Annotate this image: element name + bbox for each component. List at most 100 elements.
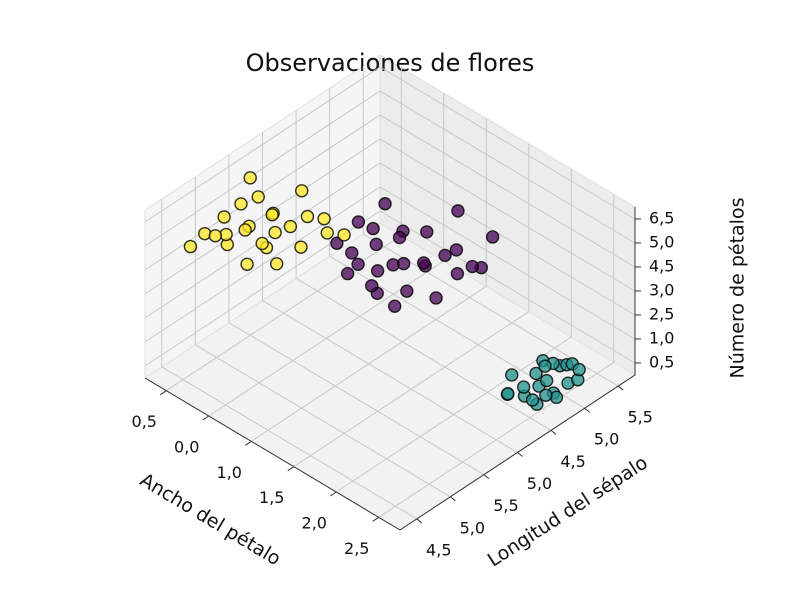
point xyxy=(330,236,344,250)
z-tick-label: 3,0 xyxy=(649,281,674,300)
y-axis-line xyxy=(399,374,636,531)
point xyxy=(370,264,385,278)
grid-line xyxy=(379,90,636,244)
tick-mark xyxy=(329,491,337,497)
point xyxy=(501,387,515,401)
point xyxy=(517,380,531,394)
point xyxy=(217,210,231,224)
x-axis-label: Ancho del pétalo xyxy=(136,469,284,570)
point xyxy=(485,230,500,244)
z-tick-label: 0,5 xyxy=(649,353,674,372)
point xyxy=(572,362,586,377)
point xyxy=(294,240,308,254)
point xyxy=(270,257,284,271)
tick-mark xyxy=(244,440,252,446)
point xyxy=(198,226,212,241)
point xyxy=(549,390,564,405)
point xyxy=(337,228,351,242)
point xyxy=(392,230,407,245)
grid-line xyxy=(195,344,451,498)
point xyxy=(539,388,553,402)
x-tick-label: 1,5 xyxy=(259,488,284,507)
point xyxy=(345,246,359,260)
tick-mark xyxy=(159,390,167,396)
y-tick-label: 5,0 xyxy=(527,474,552,493)
y-tick-label: 5,5 xyxy=(493,496,518,515)
y-tick-label: 5,5 xyxy=(627,408,652,427)
z-tick-label: 5,0 xyxy=(649,233,674,252)
grid-line xyxy=(295,277,552,431)
tick-mark xyxy=(517,452,523,457)
point xyxy=(450,266,465,281)
tick-mark xyxy=(584,407,590,413)
chart-title: Observaciones de flores xyxy=(246,49,535,77)
grid-line xyxy=(144,66,381,223)
point xyxy=(295,184,309,198)
z-tick-label: 4,5 xyxy=(649,257,674,276)
grid-line xyxy=(379,186,636,340)
point xyxy=(538,359,552,373)
grid-line xyxy=(379,66,636,220)
z-axis-label: Número de pétalos xyxy=(727,198,749,379)
point xyxy=(400,284,414,298)
point xyxy=(234,197,248,211)
tick-mark xyxy=(550,429,557,435)
x-tick-label: 0,5 xyxy=(132,412,157,431)
grid-line xyxy=(262,300,518,453)
point xyxy=(340,266,355,281)
point xyxy=(449,243,464,257)
point xyxy=(369,237,383,252)
point xyxy=(283,219,298,234)
x-tick-label: 0,0 xyxy=(174,438,199,457)
z-tick-label: 6,5 xyxy=(649,209,674,228)
point xyxy=(255,236,269,251)
point xyxy=(397,256,411,271)
point xyxy=(240,257,254,271)
point xyxy=(251,190,265,204)
point xyxy=(183,239,198,254)
point xyxy=(320,226,334,240)
x-axis-line xyxy=(144,377,401,531)
point xyxy=(317,212,331,226)
point xyxy=(378,197,392,211)
tick-mark xyxy=(483,474,490,480)
tick-mark xyxy=(202,415,210,421)
grid-line xyxy=(379,138,636,292)
z-tick-label: 1,0 xyxy=(649,329,674,348)
tick-mark xyxy=(617,385,624,391)
point xyxy=(351,257,365,271)
point xyxy=(366,221,380,236)
grid-line xyxy=(144,138,381,295)
grid-line xyxy=(144,90,381,247)
tick-mark xyxy=(372,516,380,522)
tick-mark xyxy=(450,496,456,502)
grid-line xyxy=(379,162,636,316)
tick-mark xyxy=(416,518,423,524)
point xyxy=(365,279,379,293)
grid-line xyxy=(161,366,418,520)
y-tick-label: 5,0 xyxy=(460,518,485,537)
point xyxy=(208,229,223,243)
point xyxy=(417,256,431,270)
y-tick-label: 4,5 xyxy=(560,452,585,471)
point xyxy=(351,215,366,229)
y-tick-label: 4,5 xyxy=(426,540,451,559)
point xyxy=(529,366,543,381)
point xyxy=(505,368,519,382)
point xyxy=(388,299,402,313)
point xyxy=(268,225,282,240)
z-tick-label: 2,5 xyxy=(649,305,674,324)
grid-line xyxy=(144,186,381,343)
x-tick-label: 2,5 xyxy=(344,539,369,558)
point xyxy=(525,393,540,407)
grid-line xyxy=(228,322,485,476)
point xyxy=(429,291,443,305)
point xyxy=(539,373,554,388)
point xyxy=(300,209,315,224)
x-tick-label: 1,0 xyxy=(217,463,242,482)
y-tick-label: 5,0 xyxy=(594,430,619,449)
point xyxy=(451,204,465,218)
point xyxy=(243,171,257,185)
x-tick-label: 2,0 xyxy=(302,514,327,533)
